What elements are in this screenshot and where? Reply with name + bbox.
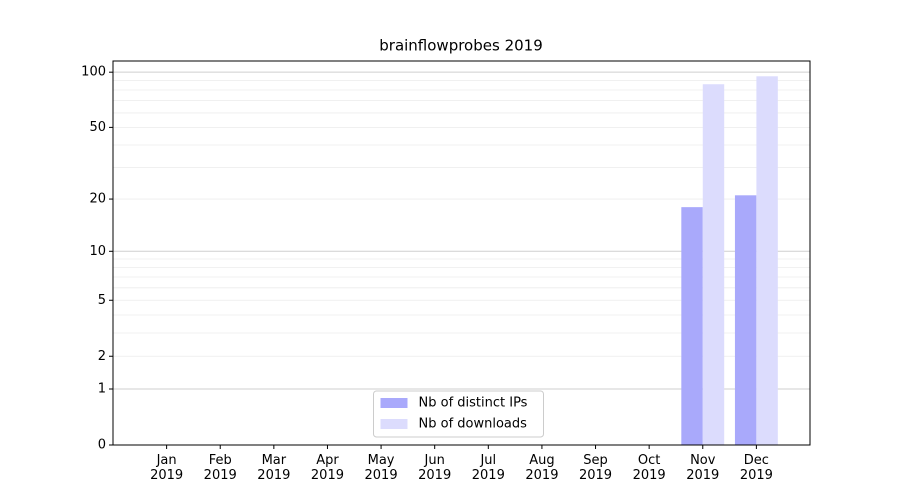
x-tick-label: Nov 2019 bbox=[686, 453, 720, 483]
legend-label: Nb of downloads bbox=[419, 417, 528, 432]
x-tick-label: Sep 2019 bbox=[578, 453, 613, 483]
x-tick-label: Oct 2019 bbox=[632, 453, 666, 483]
plot-frame bbox=[112, 60, 811, 446]
x-tick-label: Mar 2019 bbox=[257, 453, 291, 483]
x-tick-label: Dec 2019 bbox=[739, 453, 773, 483]
y-tick-label: 50 bbox=[89, 120, 106, 135]
bar bbox=[681, 207, 703, 445]
y-tick-label: 0 bbox=[98, 438, 106, 453]
x-tick-label: Jul 2019 bbox=[471, 453, 505, 483]
y-tick-label: 1 bbox=[98, 382, 106, 397]
x-tick-label: Jan 2019 bbox=[150, 453, 184, 483]
bar bbox=[756, 76, 778, 445]
y-tick-label: 20 bbox=[89, 192, 106, 207]
x-tick-label: Feb 2019 bbox=[203, 453, 237, 483]
x-tick-label: Apr 2019 bbox=[310, 453, 344, 483]
legend-box bbox=[373, 390, 544, 438]
x-tick-label: Aug 2019 bbox=[525, 453, 559, 483]
legend-swatch bbox=[380, 398, 408, 408]
legend-label: Nb of distinct IPs bbox=[419, 396, 528, 411]
legend: Nb of distinct IPs Nb of downloads bbox=[373, 390, 544, 438]
chart-title: brainflowprobes 2019 bbox=[379, 37, 543, 55]
y-tick-label: 100 bbox=[81, 65, 106, 80]
x-tick-label: May 2019 bbox=[364, 453, 398, 483]
bar bbox=[702, 84, 725, 445]
legend-swatch bbox=[380, 419, 408, 429]
y-tick-label: 2 bbox=[98, 349, 106, 364]
x-tick-label: Jun 2019 bbox=[418, 453, 452, 483]
y-tick-label: 5 bbox=[98, 293, 106, 308]
y-tick-label: 10 bbox=[89, 244, 106, 259]
bar bbox=[734, 195, 757, 445]
